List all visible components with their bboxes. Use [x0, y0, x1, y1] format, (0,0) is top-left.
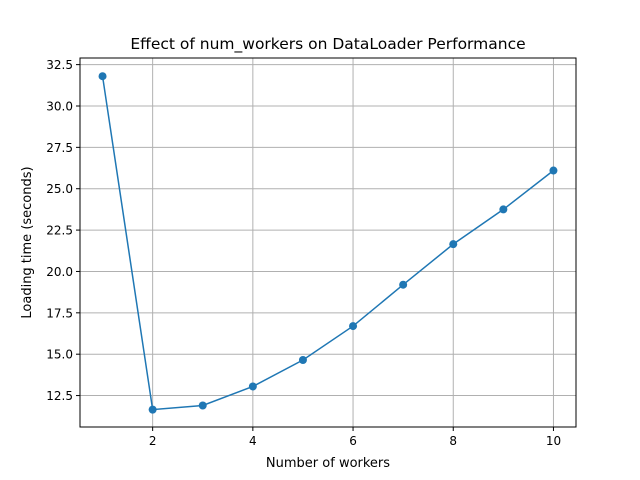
x-tick-label: 8 [449, 434, 457, 448]
grid [80, 58, 576, 427]
data-point [449, 240, 458, 249]
y-tick-label: 20.0 [46, 265, 73, 279]
plot-frame [79, 57, 577, 428]
y-tick-label: 22.5 [46, 224, 73, 238]
x-tick-label: 10 [546, 434, 561, 448]
y-tick-label: 30.0 [46, 99, 73, 113]
chart-title: Effect of num_workers on DataLoader Perf… [130, 35, 525, 54]
data-point [499, 205, 508, 214]
x-tick-label: 2 [149, 434, 157, 448]
data-point [148, 405, 157, 414]
y-tick-label: 15.0 [46, 348, 73, 362]
y-axis-label: Loading time (seconds) [20, 166, 35, 318]
series-line [101, 76, 554, 411]
y-tick-label: 17.5 [46, 306, 73, 320]
x-tick-label: 6 [349, 434, 357, 448]
data-point [549, 166, 558, 175]
data-point [98, 72, 107, 81]
series-layer [98, 72, 558, 414]
data-point [198, 401, 207, 410]
y-tick-label: 12.5 [46, 389, 73, 403]
data-point [399, 280, 408, 289]
data-point [349, 322, 358, 331]
y-tick-label: 25.0 [46, 182, 73, 196]
x-axis-label: Number of workers [266, 456, 390, 471]
data-point [248, 382, 257, 391]
x-tick-label: 4 [249, 434, 257, 448]
y-tick-label: 32.5 [46, 58, 73, 72]
y-tick-label: 27.5 [46, 141, 73, 155]
axis-ticks: 2 4 6 8 10 12.5 15.0 17.5 20.0 22.5 25.0 27.5 30.0 32… [46, 58, 561, 448]
data-point [298, 355, 307, 364]
